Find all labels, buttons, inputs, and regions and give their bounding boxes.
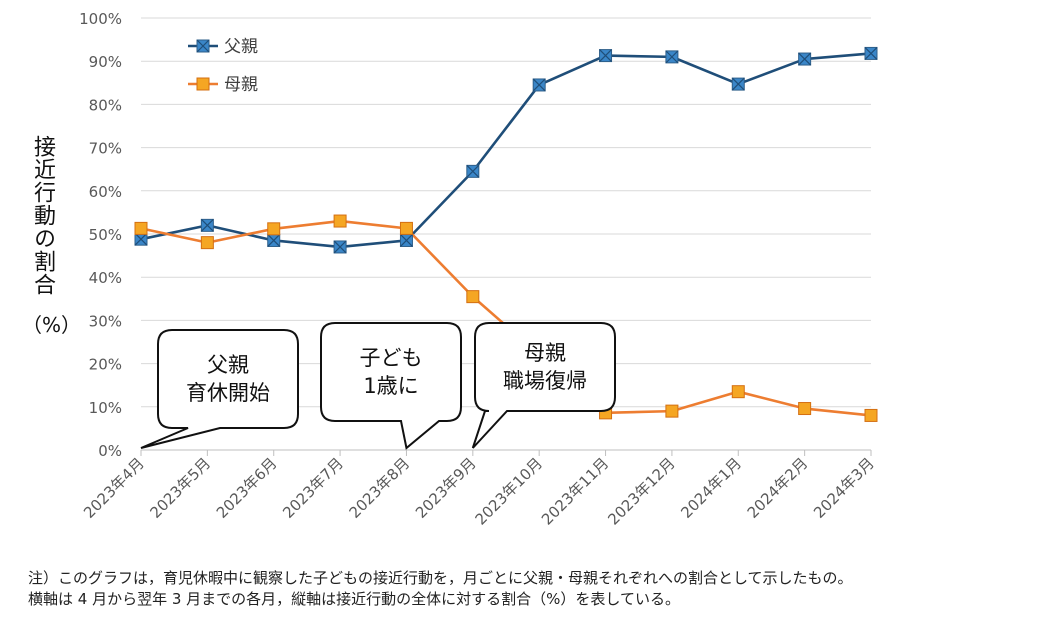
series-1-point (399, 221, 413, 235)
marker-cross (400, 234, 413, 247)
series-1-point (200, 236, 214, 250)
x-tick-label: 2023年6月 (213, 454, 281, 522)
marker-cross (200, 218, 214, 232)
x-tick-label: 2024年3月 (810, 454, 878, 522)
y-tick-label: 0% (98, 442, 122, 460)
footnote-line-1: 注）このグラフは，育児休暇中に観察した子どもの接近行動を，月ごとに父親・母親それ… (28, 569, 853, 587)
marker-square (399, 221, 413, 235)
marker-square (864, 408, 878, 422)
marker-cross (864, 46, 878, 60)
series-0-point (532, 78, 546, 92)
callout-1: 子ども 1歳に (320, 322, 462, 450)
marker-square (333, 214, 347, 228)
y-axis-label: 接近行動の割合 （%） (22, 135, 82, 337)
legend-label: 母親 (224, 75, 258, 95)
callout-text: 子ども (360, 346, 423, 370)
y-tick-label: 80% (89, 96, 122, 114)
callout-text: 父親 (207, 353, 249, 377)
y-axis-title: 接近行動の割合 (30, 135, 55, 296)
series-0-point (134, 232, 148, 246)
series-1-point (731, 385, 745, 399)
legend-entry-1: 母親 (188, 75, 258, 95)
series-0-point (399, 233, 413, 247)
x-tick-label: 2023年10月 (472, 454, 546, 528)
series-0-point (599, 49, 613, 63)
series-0-point (798, 52, 812, 66)
y-tick-label: 10% (89, 399, 122, 417)
series-1-point (333, 214, 347, 228)
y-tick-label: 50% (89, 226, 122, 244)
marker-cross (599, 49, 612, 63)
x-tick-label: 2023年8月 (346, 454, 414, 522)
series-0-point (466, 164, 480, 178)
y-tick-label: 30% (89, 312, 122, 330)
marker-cross (731, 77, 745, 91)
callout-bubble (140, 329, 299, 449)
y-tick-label: 60% (89, 183, 122, 201)
series-markers (134, 46, 878, 422)
series-1-point (267, 222, 281, 236)
x-tick-label: 2024年1月 (677, 454, 745, 522)
x-axis-tick-labels: 2023年4月2023年5月2023年6月2023年7月2023年8月2023年… (80, 454, 878, 528)
legend-entry-0: 父親 (188, 37, 258, 57)
series-1-point (466, 290, 480, 304)
legend-label: 父親 (224, 37, 258, 57)
x-tick-label: 2023年9月 (412, 454, 480, 522)
y-tick-label: 90% (89, 53, 122, 71)
series-0-point (200, 218, 214, 232)
x-tick-label: 2023年11月 (538, 454, 612, 528)
marker-square (134, 221, 148, 235)
marker-square (798, 402, 812, 416)
y-tick-label: 20% (89, 356, 122, 374)
series-line-0 (140, 52, 872, 249)
series-0-point (267, 233, 281, 247)
series-0-point (731, 77, 745, 91)
y-axis-tick-labels: 0% 10% 20% 30% 40% 50% 60% 70% 80% 90% 100% (79, 10, 122, 460)
series-1-point (798, 402, 812, 416)
callout-text: 母親 (524, 341, 566, 365)
y-tick-label: 40% (89, 269, 122, 287)
callout-bubble (471, 322, 616, 449)
legend-marker (196, 77, 210, 91)
series-0-point (665, 50, 679, 64)
x-tick-label: 2023年7月 (279, 454, 347, 522)
marker-square (731, 385, 745, 399)
x-tick-label: 2024年2月 (744, 454, 812, 522)
x-tick-label: 2023年5月 (147, 454, 215, 522)
y-tick-label: 100% (79, 10, 122, 28)
footnote: 注）このグラフは，育児休暇中に観察した子どもの接近行動を，月ごとに父親・母親それ… (28, 568, 853, 610)
y-tick-label: 70% (89, 140, 122, 158)
x-axis (140, 450, 872, 456)
series-1-point (864, 408, 878, 422)
callout-bubble (320, 322, 462, 450)
marker-cross (798, 52, 812, 66)
footnote-line-2: 横軸は 4 月から翌年 3 月までの各月，縦軸は接近行動の全体に対する割合（%）… (28, 590, 680, 608)
legend-marker-cross (196, 39, 210, 53)
marker-square (200, 236, 214, 250)
series-0-point (333, 240, 347, 254)
line-chart: 0% 10% 20% 30% 40% 50% 60% 70% 80% 90% 100% 2023年4… (79, 10, 878, 529)
marker-square (466, 290, 480, 304)
marker-cross (333, 240, 347, 254)
marker-cross (532, 78, 546, 92)
marker-cross (134, 232, 148, 246)
callout-text: 1歳に (363, 374, 418, 398)
series-1-point (134, 221, 148, 235)
marker-square (665, 404, 679, 418)
series-1-point (665, 404, 679, 418)
callout-text: 育休開始 (186, 381, 270, 405)
marker-cross (665, 50, 679, 64)
marker-square (267, 222, 281, 236)
callout-text: 職場復帰 (503, 369, 587, 393)
marker-cross (466, 164, 480, 178)
x-tick-label: 2023年12月 (604, 454, 678, 528)
marker-cross (267, 234, 281, 247)
series-0-point (864, 46, 878, 60)
x-tick-label: 2023年4月 (80, 454, 148, 522)
y-axis-unit: （%） (22, 313, 82, 337)
